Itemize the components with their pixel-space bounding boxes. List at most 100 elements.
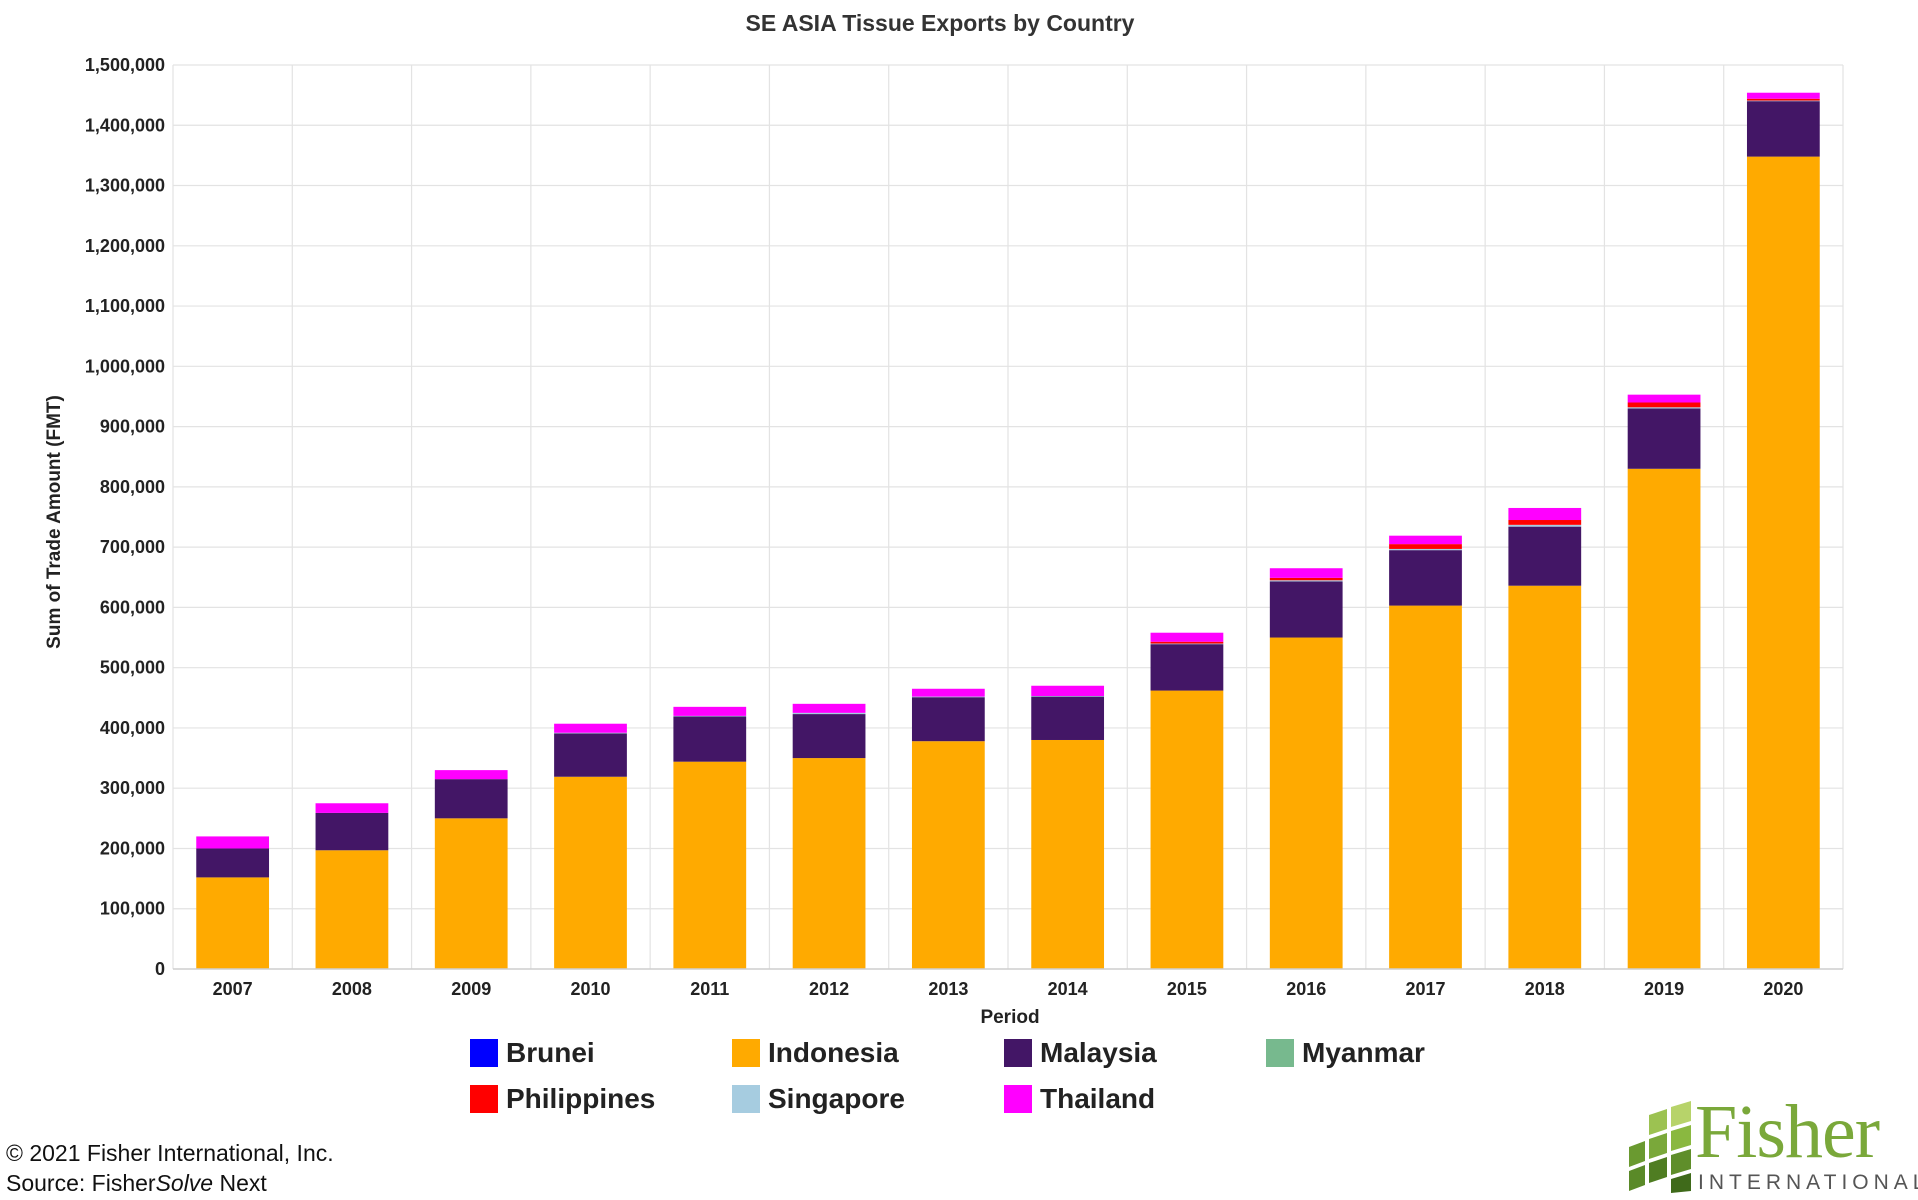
bar-segment-philippines-2019 (1627, 402, 1701, 408)
y-tick-label: 1,300,000 (85, 176, 165, 196)
bar-segment-thailand-2012 (792, 703, 866, 713)
x-tick-label: 2016 (1286, 979, 1326, 999)
x-tick-label: 2015 (1167, 979, 1207, 999)
bar-segment-singapore-2020 (1746, 100, 1820, 102)
bar-segment-philippines-2020 (1746, 98, 1820, 101)
legend-swatch-philippines (470, 1085, 498, 1113)
bar-segment-thailand-2019 (1627, 394, 1701, 403)
x-axis-title: Period (980, 1007, 1039, 1028)
y-tick-label: 0 (155, 959, 165, 979)
legend-swatch-myanmar (1266, 1039, 1294, 1067)
y-tick-label: 900,000 (100, 417, 165, 437)
legend-label-philippines: Philippines (506, 1083, 656, 1114)
legend-label-brunei: Brunei (506, 1037, 595, 1068)
y-tick-label: 1,200,000 (85, 236, 165, 256)
legend-label-thailand: Thailand (1040, 1083, 1156, 1114)
legend-swatch-malaysia (1004, 1039, 1032, 1067)
source-suffix: Next (213, 1170, 267, 1196)
bar-segment-indonesia-2014 (1031, 739, 1105, 969)
bar-segment-malaysia-2020 (1746, 101, 1820, 157)
x-tick-label: 2010 (570, 979, 610, 999)
y-tick-label: 500,000 (100, 658, 165, 678)
legend-swatch-indonesia (732, 1039, 760, 1067)
bar-segment-indonesia-2012 (792, 758, 866, 969)
bar-segment-malaysia-2018 (1508, 526, 1582, 586)
x-tick-label: 2014 (1048, 979, 1088, 999)
x-tick-label: 2019 (1644, 979, 1684, 999)
bar-segment-indonesia-2018 (1508, 585, 1582, 969)
bar-segment-philippines-2015 (1150, 641, 1224, 644)
y-tick-label: 100,000 (100, 899, 165, 919)
y-tick-label: 800,000 (100, 477, 165, 497)
bar-segment-singapore-2017 (1389, 548, 1462, 551)
bar-segment-philippines-2017 (1389, 544, 1462, 549)
bar-segment-thailand-2020 (1746, 92, 1820, 99)
footer: © 2021 Fisher International, Inc. Source… (6, 1138, 334, 1198)
y-tick-label: 1,100,000 (85, 296, 165, 316)
bar-segment-malaysia-2011 (673, 716, 747, 762)
x-tick-label: 2008 (332, 979, 372, 999)
bar-segment-thailand-2015 (1150, 632, 1224, 642)
axes: 0 100,000 200,000 300,000 400,000 500,000 600,… (85, 55, 1843, 999)
bar-segment-indonesia-2008 (315, 850, 389, 969)
bar-segment-singapore-2011 (673, 715, 747, 717)
bars (196, 92, 1820, 969)
legend-item-indonesia[interactable]: Indonesia (732, 1036, 1004, 1070)
bar-segment-singapore-2010 (554, 732, 627, 734)
bar-segment-thailand-2014 (1031, 685, 1105, 696)
bar-segment-singapore-2013 (911, 696, 985, 698)
bar-segment-philippines-2018 (1508, 520, 1582, 525)
x-tick-label: 2009 (451, 979, 491, 999)
bar-segment-thailand-2007 (196, 836, 270, 849)
legend-swatch-singapore (732, 1085, 760, 1113)
bar-segment-singapore-2014 (1031, 695, 1105, 697)
y-tick-label: 600,000 (100, 597, 165, 617)
bar-segment-singapore-2012 (792, 712, 866, 715)
bar-segment-singapore-2015 (1150, 643, 1224, 645)
bar-segment-malaysia-2019 (1627, 408, 1701, 469)
bar-segment-indonesia-2011 (673, 761, 747, 969)
legend-item-myanmar[interactable]: Myanmar (1266, 1036, 1520, 1070)
bar-segment-thailand-2017 (1389, 535, 1462, 545)
bar-segment-malaysia-2014 (1031, 696, 1105, 740)
bar-segment-singapore-2016 (1269, 580, 1343, 582)
x-tick-label: 2011 (690, 979, 729, 999)
bar-segment-indonesia-2020 (1746, 156, 1820, 969)
bar-segment-malaysia-2012 (792, 714, 866, 759)
source-prefix: Source: Fisher (6, 1170, 156, 1196)
bar-segment-indonesia-2007 (196, 877, 270, 969)
bar-segment-philippines-2016 (1269, 577, 1343, 581)
logo-cube-icon (1629, 1101, 1691, 1193)
bar-segment-indonesia-2016 (1269, 637, 1343, 969)
bar-segment-malaysia-2015 (1150, 644, 1224, 691)
legend-swatch-brunei (470, 1039, 498, 1067)
source-text: Source: FisherSolve Next (6, 1168, 334, 1198)
legend-item-singapore[interactable]: Singapore (732, 1082, 1004, 1116)
y-axis-title: Sum of Trade Amount (FMT) (44, 395, 65, 649)
y-tick-label: 1,400,000 (85, 115, 165, 135)
legend-item-thailand[interactable]: Thailand (1004, 1082, 1266, 1116)
logo-name: Fisher (1695, 1090, 1880, 1174)
bar-segment-thailand-2008 (315, 803, 389, 813)
bar-segment-malaysia-2007 (196, 848, 270, 878)
bar-segment-indonesia-2019 (1627, 468, 1701, 969)
bar-segment-thailand-2013 (911, 688, 985, 697)
legend-item-brunei[interactable]: Brunei (470, 1036, 732, 1070)
chart-title: SE ASIA Tissue Exports by Country (746, 10, 1135, 36)
x-tick-label: 2013 (928, 979, 968, 999)
bar-segment-thailand-2011 (673, 706, 747, 716)
bar-segment-indonesia-2010 (554, 776, 627, 969)
bar-segment-thailand-2009 (434, 770, 508, 780)
bar-segment-singapore-2018 (1508, 524, 1582, 527)
legend-label-singapore: Singapore (768, 1083, 905, 1114)
legend-item-philippines[interactable]: Philippines (470, 1082, 732, 1116)
bar-segment-malaysia-2016 (1269, 581, 1343, 638)
bar-segment-indonesia-2017 (1389, 605, 1462, 969)
bar-segment-indonesia-2013 (911, 741, 985, 969)
legend-item-malaysia[interactable]: Malaysia (1004, 1036, 1266, 1070)
bar-segment-malaysia-2008 (315, 812, 389, 851)
bar-segment-malaysia-2010 (554, 733, 627, 777)
grid (172, 64, 1844, 970)
bar-segment-indonesia-2009 (434, 818, 508, 969)
fisher-logo: Fisher INTERNATIONAL (1625, 1090, 1918, 1200)
